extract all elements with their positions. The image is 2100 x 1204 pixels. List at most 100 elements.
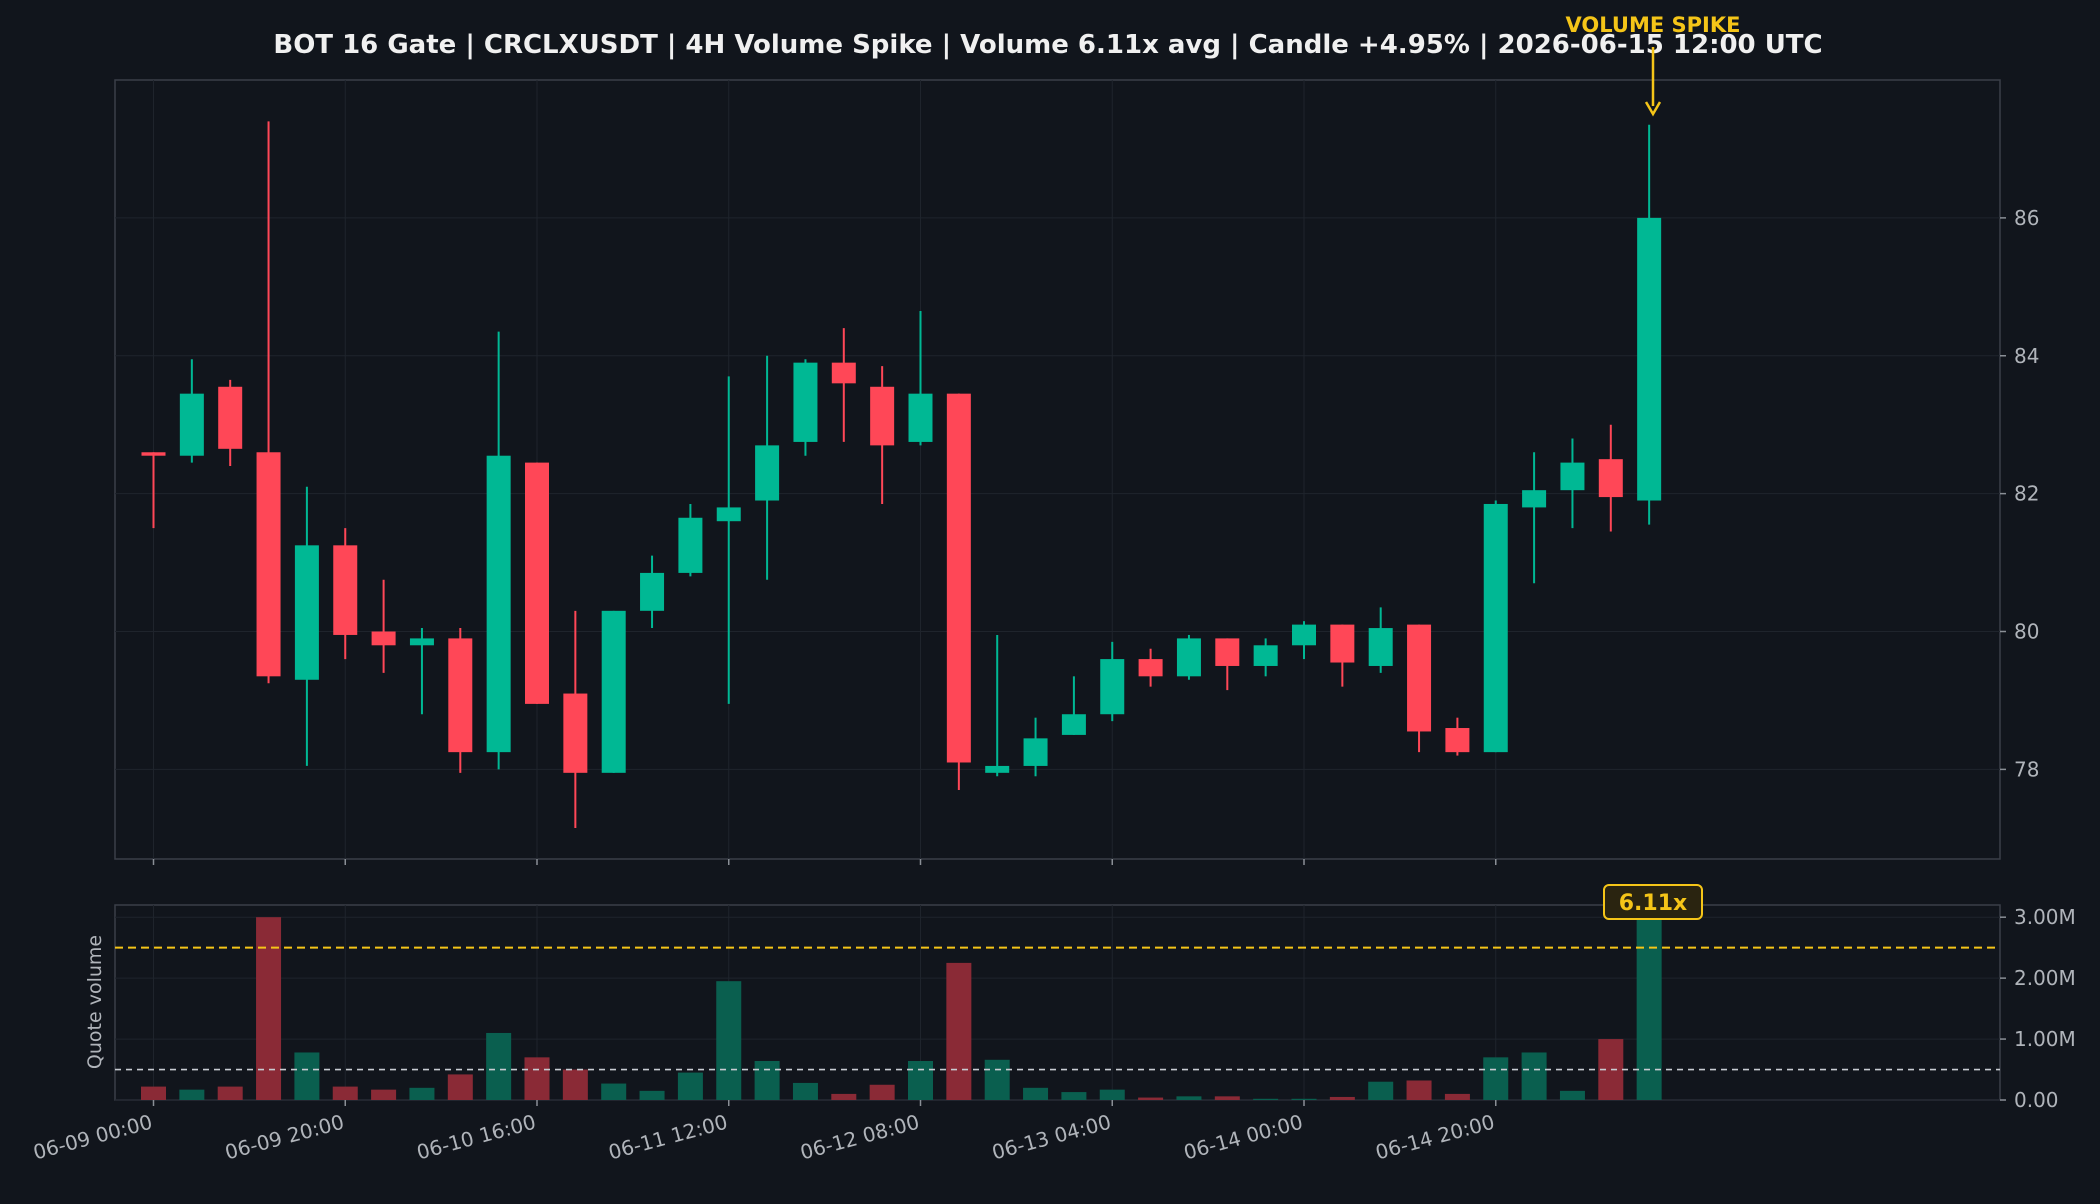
volume-bar: [754, 1061, 780, 1100]
candle-body: [640, 572, 665, 611]
candle-body: [256, 452, 281, 677]
chart-title: BOT 16 Gate | CRCLXUSDT | 4H Volume Spik…: [273, 30, 1822, 60]
candle-body: [1407, 624, 1432, 732]
volume-bar: [141, 1086, 166, 1100]
volume-spike-arrowhead: [1644, 101, 1662, 117]
volume-tick-label: 2.00M: [2014, 966, 2076, 990]
volume-bar: [1291, 1098, 1317, 1100]
volume-bar: [869, 1084, 895, 1100]
candle-body: [333, 545, 358, 635]
candle-body: [908, 393, 933, 442]
candle-body: [409, 638, 434, 646]
price-tick-label: 84: [2014, 344, 2039, 368]
volume-bar: [332, 1086, 358, 1100]
candle-body: [1637, 217, 1662, 501]
candle-body: [716, 507, 741, 522]
candle-body: [1560, 462, 1585, 491]
volume-bar: [1061, 1092, 1087, 1100]
candle-body: [525, 462, 549, 704]
candle-body: [1598, 459, 1623, 498]
volume-bar: [179, 1089, 205, 1100]
volume-bar: [447, 1074, 473, 1100]
candle-body: [1483, 503, 1508, 753]
volume-bar: [601, 1083, 627, 1100]
volume-bar: [831, 1093, 857, 1100]
candle-body: [601, 610, 626, 773]
spike-badge: 6.11x: [1603, 884, 1703, 920]
volume-tick-label: 3.00M: [2014, 905, 2076, 929]
candles: [141, 121, 1662, 828]
volume-spike-annotation: VOLUME SPIKE: [1566, 13, 1741, 117]
candle-body: [1138, 659, 1163, 677]
volume-bar: [1099, 1089, 1125, 1100]
volume-bar: [1406, 1080, 1432, 1100]
price-tick-label: 86: [2014, 206, 2039, 230]
volume-axis-label: Quote volume: [84, 935, 106, 1069]
volume-tick-label: 1.00M: [2014, 1027, 2076, 1051]
volume-bar: [792, 1082, 818, 1100]
candle-body: [1292, 624, 1316, 646]
price-tick-label: 78: [2014, 757, 2039, 781]
candle-body: [946, 393, 971, 763]
volume-bar: [677, 1072, 703, 1100]
candle-body: [831, 362, 856, 384]
volume-bar: [984, 1059, 1010, 1100]
volume-bar: [256, 917, 282, 1100]
volume-bar: [1483, 1057, 1509, 1100]
candle-body: [755, 445, 780, 501]
volume-bar: [1176, 1096, 1202, 1100]
candle-body: [1445, 728, 1470, 753]
candle-body: [870, 386, 895, 446]
candle-body: [563, 693, 588, 773]
volume-bar: [524, 1057, 550, 1100]
candle-body: [1368, 628, 1393, 666]
candle-body: [218, 386, 243, 449]
price-tick-label: 82: [2014, 482, 2039, 506]
price-panel-frame: [114, 79, 2001, 860]
candle-body: [1330, 624, 1355, 663]
candle-body: [486, 455, 511, 753]
grid-lines: [115, 80, 2000, 1101]
volume-bar: [908, 1061, 933, 1100]
candle-body: [294, 545, 319, 680]
candle-body: [1100, 659, 1125, 715]
candle-body: [448, 638, 473, 753]
volume-bar: [1636, 914, 1662, 1100]
volume-bar: [1329, 1096, 1355, 1100]
candle-body: [985, 765, 1010, 773]
volume-bar: [371, 1089, 397, 1100]
volume-bar: [562, 1069, 588, 1100]
candle-body: [1522, 490, 1547, 508]
volume-bar: [1214, 1096, 1240, 1100]
spike-badge-text: 6.11x: [1619, 891, 1687, 916]
volume-bar: [294, 1052, 320, 1100]
volume-bar: [716, 981, 742, 1100]
candle-body: [1176, 638, 1201, 677]
candle-body: [1061, 714, 1086, 735]
candle-body: [793, 362, 818, 442]
volume-spike-label: VOLUME SPIKE: [1566, 13, 1741, 37]
volume-bar: [639, 1090, 665, 1100]
volume-bar: [946, 962, 972, 1100]
candle-body: [1023, 738, 1048, 766]
volume-bar: [1444, 1093, 1470, 1100]
volume-bar: [217, 1086, 243, 1100]
candle-body: [1215, 638, 1240, 666]
volume-bar: [1521, 1052, 1547, 1100]
volume-bar: [1023, 1087, 1049, 1100]
candle-body: [678, 517, 703, 573]
volume-bar: [486, 1032, 512, 1100]
volume-tick-label: 0.00: [2014, 1088, 2059, 1112]
candle-body: [371, 631, 396, 646]
spike-badge-box: [1603, 884, 1703, 920]
volume-bar: [1559, 1090, 1585, 1100]
candle-body: [179, 393, 204, 456]
volume-bar: [409, 1087, 435, 1100]
volume-bar: [1368, 1081, 1394, 1100]
candle-body: [141, 452, 166, 456]
volume-bar: [1138, 1097, 1164, 1100]
volume-bar: [1253, 1098, 1279, 1100]
candle-body: [1253, 645, 1278, 666]
